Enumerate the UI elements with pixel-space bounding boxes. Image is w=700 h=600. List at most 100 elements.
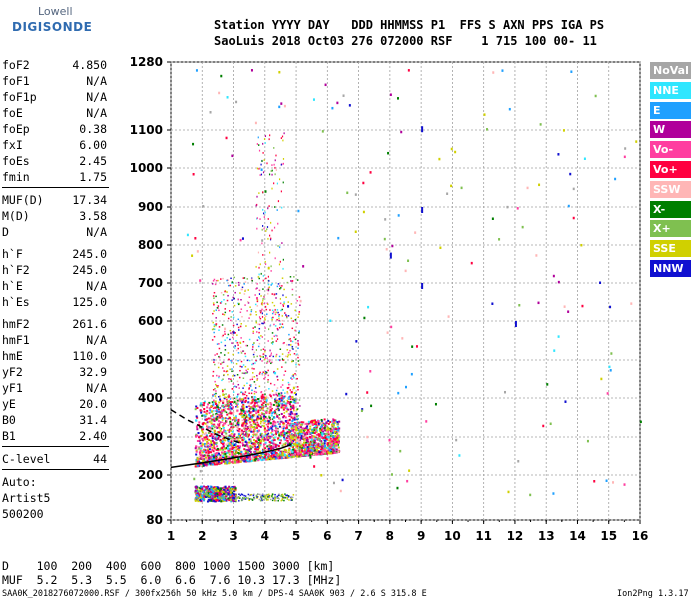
echo-point bbox=[259, 415, 262, 417]
echo-point bbox=[293, 422, 296, 425]
echo-point bbox=[230, 426, 233, 428]
echo-point bbox=[288, 499, 290, 501]
echo-point bbox=[232, 391, 235, 393]
echo-point bbox=[195, 453, 198, 456]
param-value: 20.0 bbox=[79, 397, 107, 411]
echo-point bbox=[206, 438, 209, 441]
echo-point bbox=[227, 317, 230, 320]
echo-point bbox=[222, 390, 224, 393]
echo-point bbox=[211, 458, 214, 461]
echo-point bbox=[259, 311, 262, 314]
echo-point bbox=[235, 425, 238, 428]
echo-point bbox=[280, 495, 282, 498]
echo-point bbox=[299, 430, 302, 433]
echo-point bbox=[276, 309, 279, 311]
echo-point bbox=[196, 494, 199, 497]
echo-point bbox=[318, 434, 321, 437]
x-tick-label: 6 bbox=[323, 529, 331, 543]
echo-point bbox=[397, 214, 400, 217]
echo-point bbox=[213, 429, 216, 432]
echo-point bbox=[287, 400, 290, 403]
echo-point bbox=[298, 313, 300, 315]
echo-point bbox=[217, 486, 220, 489]
echo-point bbox=[211, 453, 214, 456]
param-key: yF2 bbox=[2, 365, 23, 379]
echo-point bbox=[282, 389, 284, 391]
echo-point bbox=[255, 391, 258, 394]
legend-item-sse: SSE bbox=[650, 240, 691, 258]
echo-point bbox=[263, 358, 266, 361]
echo-point bbox=[216, 343, 219, 345]
echo-point bbox=[203, 442, 206, 445]
echo-point bbox=[265, 308, 268, 311]
echo-point bbox=[285, 315, 288, 318]
echo-point bbox=[238, 413, 241, 415]
echo-point bbox=[215, 460, 218, 463]
echo-point bbox=[201, 426, 204, 429]
echo-point bbox=[246, 451, 249, 454]
echo-point bbox=[228, 456, 231, 459]
echo-point bbox=[236, 428, 239, 431]
echo-point bbox=[228, 358, 230, 361]
echo-point bbox=[290, 424, 292, 427]
echo-point bbox=[328, 444, 331, 447]
echo-point bbox=[308, 435, 311, 438]
echo-point bbox=[223, 422, 226, 425]
echo-point bbox=[296, 421, 299, 424]
echo-point bbox=[240, 409, 243, 412]
echo-point bbox=[282, 428, 285, 430]
echo-point bbox=[266, 313, 268, 315]
echo-point bbox=[209, 490, 212, 493]
echo-point bbox=[258, 417, 261, 420]
echo-point bbox=[198, 421, 201, 424]
echo-point bbox=[248, 459, 251, 462]
echo-point bbox=[326, 428, 329, 431]
echo-point bbox=[273, 335, 276, 337]
echo-point bbox=[204, 422, 207, 425]
echo-point bbox=[223, 492, 226, 495]
echo-point bbox=[332, 424, 335, 427]
echo-point bbox=[310, 437, 313, 440]
echo-point bbox=[254, 399, 256, 402]
echo-point bbox=[265, 456, 268, 459]
echo-point bbox=[196, 416, 199, 419]
echo-point bbox=[257, 418, 259, 421]
x-tick-label: 12 bbox=[507, 529, 524, 543]
echo-point bbox=[329, 443, 332, 446]
echo-point bbox=[215, 383, 217, 386]
echo-point bbox=[317, 422, 320, 425]
param-key: hmE bbox=[2, 349, 23, 363]
echo-point bbox=[272, 457, 275, 460]
echo-point bbox=[215, 402, 218, 405]
echo-point bbox=[287, 496, 290, 498]
echo-point bbox=[318, 435, 321, 438]
echo-point bbox=[266, 425, 269, 428]
echo-point bbox=[269, 134, 271, 137]
echo-point bbox=[317, 433, 320, 436]
echo-point bbox=[293, 435, 296, 437]
echo-point bbox=[215, 448, 218, 451]
echo-point bbox=[258, 144, 260, 146]
param-row: fmin 1.75 bbox=[2, 169, 107, 185]
echo-point bbox=[273, 323, 275, 326]
echo-point bbox=[298, 332, 300, 334]
echo-point bbox=[247, 401, 250, 404]
echo-point bbox=[269, 234, 271, 237]
echo-point bbox=[230, 455, 233, 458]
echo-point bbox=[279, 450, 282, 453]
echo-point bbox=[255, 311, 257, 313]
echo-point bbox=[266, 445, 269, 448]
echo-point bbox=[386, 331, 389, 334]
echo-point bbox=[231, 435, 233, 438]
echo-point bbox=[294, 433, 297, 436]
echo-point bbox=[218, 414, 221, 417]
echo-point bbox=[245, 394, 248, 397]
echo-point bbox=[390, 325, 393, 329]
echo-point bbox=[298, 444, 301, 447]
echo-point bbox=[287, 451, 290, 454]
echo-point bbox=[238, 439, 241, 442]
echo-point bbox=[354, 230, 357, 234]
echo-point bbox=[313, 423, 316, 426]
echo-point bbox=[271, 293, 274, 295]
param-key: hmF2 bbox=[2, 317, 30, 331]
